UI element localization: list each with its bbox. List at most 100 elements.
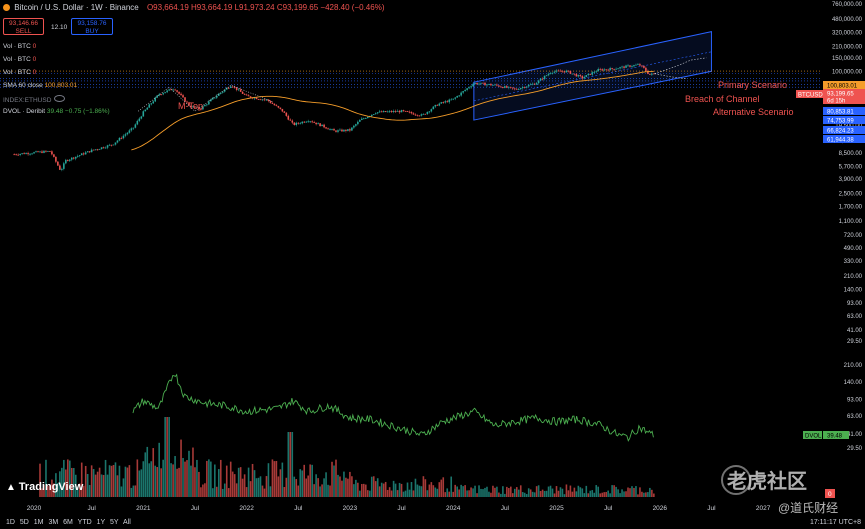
volume-bar [104, 459, 107, 497]
candle-body [341, 129, 343, 132]
volume-bar [515, 487, 518, 497]
tradingview-logo: ▲ TradingView [6, 481, 84, 493]
candle-body [35, 151, 37, 153]
candle-body [422, 113, 425, 115]
candle-body [166, 90, 168, 93]
candle-body [547, 73, 550, 76]
candle-body [372, 114, 375, 115]
candle-body [378, 111, 381, 113]
y-tick-label: 93.00 [847, 301, 863, 307]
watermark-main: 老虎社区 [727, 471, 807, 493]
volume-bar [349, 471, 351, 497]
volume-bar [452, 491, 454, 497]
pair-tag: BTCUSD [798, 93, 823, 99]
symbol-title[interactable]: Bitcoin / U.S. Dollar · 1W · Binance [14, 3, 139, 12]
indicator-eth-index[interactable]: INDEX:ETHUSD [3, 95, 66, 104]
candle-body [557, 70, 560, 72]
candle-body [545, 75, 548, 77]
volume-bar [267, 463, 270, 497]
candle-body [420, 114, 423, 116]
dvol-tag: DVOL [805, 434, 822, 440]
sell-button[interactable]: 93,146.66 SELL [3, 18, 44, 35]
volume-bar [156, 467, 159, 497]
candle-body [100, 147, 103, 150]
volume-bar [84, 465, 87, 497]
volume-bar [154, 465, 157, 497]
candle-body [460, 92, 462, 96]
volume-bar [357, 482, 359, 497]
indicator-vol-3[interactable]: Vol · BTC 0 [3, 69, 37, 76]
annotation-primary-scenario: Primary Scenario [718, 80, 787, 90]
volume-bar [615, 486, 617, 497]
candle-body [637, 64, 639, 66]
volume-bar [188, 450, 190, 497]
candle-body [525, 86, 528, 88]
candle-body [462, 91, 464, 93]
candle-body [150, 103, 153, 105]
indicator-vol-2[interactable]: Vol · BTC 0 [3, 56, 37, 63]
volume-bar [494, 487, 496, 497]
volume-bar [345, 477, 347, 497]
candle-body [452, 98, 454, 100]
candle-body [458, 95, 460, 97]
price-channel [473, 31, 712, 121]
volume-bar [204, 483, 206, 497]
candle-body [635, 64, 637, 66]
candle-body [653, 73, 655, 75]
volume-bar [553, 493, 556, 497]
volume-bar [136, 459, 139, 497]
buy-button[interactable]: 93,158.76 BUY [71, 18, 113, 35]
candle-body [204, 104, 206, 107]
candle-body [263, 99, 266, 101]
volume-bar [128, 465, 131, 497]
candle-body [192, 106, 194, 108]
volume-bar [653, 493, 655, 497]
candle-body [88, 151, 91, 153]
volume-bar [168, 417, 170, 497]
volume-bar [194, 467, 196, 497]
candle-body [454, 97, 456, 99]
candle-body [303, 121, 306, 123]
volume-bar [59, 471, 61, 497]
volume-bar [305, 478, 307, 497]
candle-body [416, 114, 419, 116]
candle-body [359, 120, 361, 122]
candle-body [468, 87, 470, 89]
volume-bar [130, 487, 133, 497]
price-label-bg [823, 81, 865, 89]
candle-body [235, 87, 238, 90]
candle-body [202, 106, 204, 110]
volume-bar [454, 484, 456, 497]
volume-bar [488, 491, 490, 497]
candle-body [63, 163, 65, 169]
volume-bar [287, 432, 290, 497]
volume-bar [621, 489, 623, 497]
volume-bar [474, 485, 476, 497]
volume-bar [112, 465, 115, 497]
volume-bar [353, 484, 355, 497]
price-label-bg [823, 96, 865, 104]
candle-body [265, 99, 268, 101]
candle-body [186, 101, 188, 103]
y-tick-label: 1,100.00 [839, 219, 863, 225]
candle-body [480, 82, 482, 84]
candle-body [549, 73, 552, 74]
candle-body [65, 159, 67, 164]
timeframe-bar[interactable]: 1D 5D 1M 3M 6M YTD 1Y 5Y All [6, 519, 131, 526]
candle-body [494, 84, 496, 86]
x-tick-label: 2025 [549, 505, 564, 512]
volume-bar [557, 490, 560, 497]
candle-body [581, 76, 584, 79]
candle-body [555, 70, 558, 72]
volume-bar [116, 475, 119, 497]
indicator-vol-1[interactable]: Vol · BTC 0 [3, 43, 37, 50]
candle-body [130, 128, 133, 131]
candle-body [511, 87, 514, 89]
x-tick-label: 2021 [136, 505, 151, 512]
candle-body [325, 127, 327, 129]
indicator-sma[interactable]: SMA 60 close 100,803.01 [3, 82, 78, 89]
candle-body [41, 151, 43, 153]
indicator-dvol[interactable]: DVOL · Deribit 39.48 −0.75 (−1.86%) [3, 108, 110, 115]
eye-icon[interactable] [54, 95, 66, 102]
